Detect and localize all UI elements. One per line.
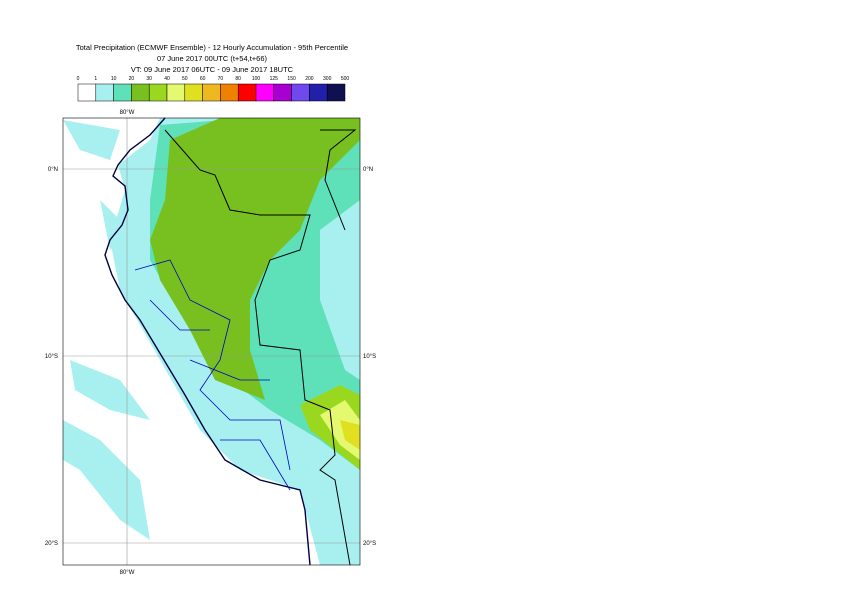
- legend-label: 200: [305, 76, 314, 82]
- lat-label: 20°S: [45, 541, 58, 547]
- legend-swatch: [202, 83, 221, 102]
- legend-swatch: [326, 83, 346, 102]
- border: [164, 129, 357, 566]
- legend-swatch: [309, 83, 328, 102]
- legend-label: 0: [77, 76, 80, 82]
- legend-swatch: [131, 83, 150, 102]
- legend-swatch: [184, 83, 203, 102]
- legend-swatch: [113, 83, 132, 102]
- legend-label: 100: [252, 76, 261, 82]
- legend-swatch: [237, 83, 257, 102]
- legend-swatch: [77, 83, 97, 102]
- legend-label: 10: [111, 76, 117, 82]
- lat-label: 0°N: [48, 167, 58, 173]
- legend-label: 30: [146, 76, 152, 82]
- legend-label: 500: [341, 76, 350, 82]
- lat-label: 20°S: [363, 541, 376, 547]
- lat-label: 10°S: [45, 354, 58, 360]
- legend-label: 70: [218, 76, 224, 82]
- header: Total Precipitation (ECMWF Ensemble) - 1…: [76, 43, 348, 74]
- subtitle: VT: 09 June 2017 06UTC - 09 June 2017 18…: [131, 65, 294, 74]
- legend-label: 20: [129, 76, 135, 82]
- lon-label: 80°W: [120, 570, 135, 576]
- subtitle: 07 June 2017 00UTC (t+54,t+66): [157, 54, 268, 63]
- legend-swatch: [220, 83, 239, 102]
- legend-swatch: [291, 83, 310, 102]
- precip-heavy: [340, 420, 360, 450]
- title: Total Precipitation (ECMWF Ensemble) - 1…: [76, 43, 348, 52]
- precip-heavy: [150, 118, 360, 400]
- legend-label: 40: [164, 76, 170, 82]
- lon-label: 80°W: [120, 110, 135, 116]
- legend-swatch: [148, 83, 168, 102]
- legend-label: 150: [287, 76, 296, 82]
- legend-label: 50: [182, 76, 188, 82]
- map: 80°W 80°W 0°N 0°N 10°S 10°S 20°S 20°S: [45, 110, 376, 576]
- precip-light: [63, 120, 150, 540]
- legend-label: 80: [235, 76, 241, 82]
- legend-label: 125: [270, 76, 279, 82]
- precip-heavy: [320, 400, 360, 460]
- legend-swatch: [166, 83, 186, 102]
- regional-border: [134, 259, 291, 491]
- legend-label: 1: [94, 76, 97, 82]
- coastline: [104, 117, 311, 566]
- map-frame: [62, 117, 361, 566]
- legend-swatch: [95, 83, 114, 102]
- lat-label: 10°S: [363, 354, 376, 360]
- legend-swatch: [255, 83, 275, 102]
- legend: 0 1 10 20 30 40 50 60 70 80 100 125 150 200 300 500: [77, 76, 350, 102]
- legend-label: 60: [200, 76, 206, 82]
- lat-label: 0°N: [363, 167, 373, 173]
- legend-swatch: [273, 83, 292, 102]
- legend-label: 300: [323, 76, 332, 82]
